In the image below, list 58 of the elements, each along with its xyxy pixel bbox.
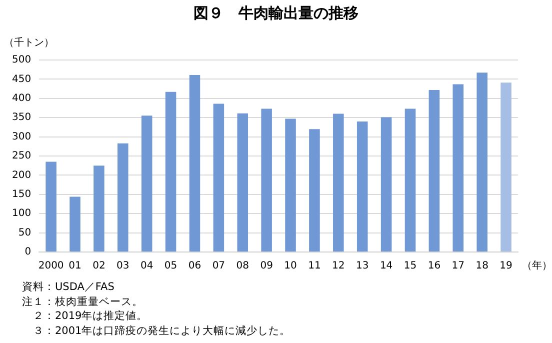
x-tick-label: 17 [452,260,465,272]
y-tick-label: 350 [12,112,32,124]
bar [309,129,320,252]
bar [237,113,248,252]
x-tick-label: 10 [284,260,297,272]
x-tick-label: 03 [116,260,130,272]
y-tick-label: 50 [18,227,32,238]
x-tick-label: 04 [140,260,154,272]
bar [189,74,200,252]
text: 注１：枝肉重量ベース。 [22,294,144,309]
x-tick-label: 06 [188,260,202,272]
x-tick-label: 09 [260,260,273,272]
y-axis-title: （千トン） [4,36,54,49]
x-tick-label: 2000 [38,260,64,272]
x-tick-label: 13 [356,260,369,272]
bar [500,82,512,252]
y-tick-label: 400 [12,92,32,104]
x-tick-label: 08 [236,260,249,272]
y-tick-label: 100 [12,208,32,220]
bar [118,143,128,252]
y-tick-label: 300 [12,131,32,142]
bar [285,118,296,252]
y-tick-label: 0 [24,246,32,258]
x-tick-label: 07 [212,260,226,272]
text: ３：2001年は口蹄疫の発生により大幅に減少した。 [32,324,292,338]
bar [356,121,368,252]
x-tick-label: 02 [92,260,106,272]
bar [404,108,416,252]
text: ２：2019年は推定値。 [32,309,149,324]
x-tick-label: 15 [404,260,417,272]
bar [213,104,224,252]
bar [428,90,440,252]
bar [380,117,392,252]
bar [333,114,344,252]
x-tick-label: 19 [500,260,512,272]
text: 資料：USDA／FAS [22,280,116,294]
x-axis-title: （年） [522,260,552,272]
x-tick-label: 11 [308,260,321,272]
x-tick-label: 18 [476,260,488,272]
bar [141,116,152,252]
bar [70,196,80,252]
y-tick-label: 500 [12,54,32,66]
bar [165,92,176,252]
x-tick-label: 05 [164,260,178,272]
bar [452,84,464,252]
y-tick-label: 250 [12,150,32,162]
bar [261,108,272,252]
y-tick-label: 150 [12,188,32,200]
bar [46,162,56,252]
y-tick-label: 450 [12,74,32,85]
x-tick-label: 16 [428,260,441,272]
x-tick-label: 01 [68,260,82,272]
y-tick-label: 200 [12,170,32,181]
bar [476,72,488,252]
bar [94,166,104,252]
x-tick-label: 14 [380,260,393,272]
x-tick-label: 12 [332,260,345,272]
chart-title: 図９ 牛肉輸出量の推移 [192,3,360,24]
